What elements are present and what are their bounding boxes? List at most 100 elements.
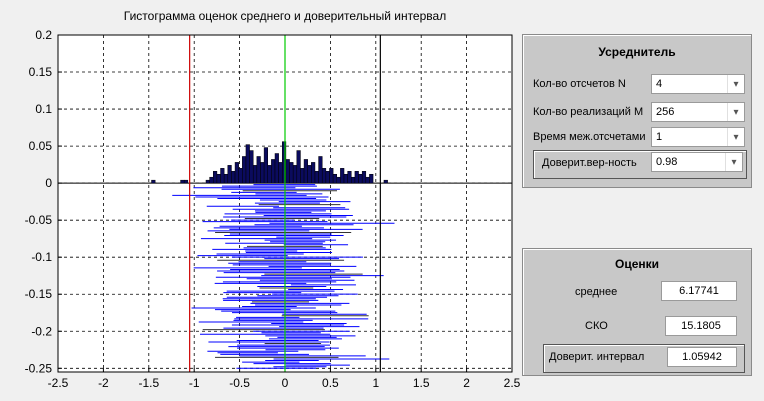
histogram-bar (361, 171, 367, 184)
y-tick-label: -0.1 (31, 250, 52, 264)
histogram-bar (256, 156, 261, 184)
histogram-bar (223, 173, 229, 184)
histogram-bar (183, 179, 189, 184)
chevron-down-icon[interactable]: ▾ (727, 128, 744, 146)
sample-interval-value: 1 (656, 131, 663, 143)
y-tick-label: -0.25 (25, 361, 53, 375)
confidence-value: 0.98 (656, 156, 678, 168)
y-tick-label: 0.05 (29, 139, 53, 153)
samples-count-value: 4 (656, 78, 663, 90)
x-tick-label: -0.5 (229, 376, 250, 390)
x-tick-label: 1.5 (413, 376, 430, 390)
histogram-bar (205, 179, 210, 184)
ci-field[interactable]: 1.05942 (667, 347, 737, 367)
histogram-bar (209, 176, 214, 184)
ci-label: Доверит. интервал (549, 351, 645, 363)
histogram-bar (245, 144, 250, 184)
histogram-bar (267, 165, 272, 184)
histogram-bar (383, 179, 388, 184)
histogram-bar (274, 153, 279, 184)
x-tick-label: -2 (98, 376, 109, 390)
histogram-bar (260, 162, 265, 184)
histogram-bar (252, 165, 258, 184)
chevron-down-icon[interactable]: ▾ (727, 103, 744, 121)
mean-field[interactable]: 6.17741 (661, 281, 737, 301)
y-tick-label: 0.15 (29, 65, 53, 79)
x-tick-label: 0 (282, 376, 289, 390)
histogram-bar (220, 168, 225, 184)
histogram-bar (343, 173, 348, 184)
histogram-bar (285, 159, 290, 184)
x-tick-label: -2.5 (48, 376, 69, 390)
realizations-count-label: Кол-во реализаций M (533, 106, 644, 118)
histogram-bar (180, 179, 185, 184)
chevron-down-icon[interactable]: ▾ (725, 153, 742, 171)
histogram-bar (307, 165, 312, 184)
histogram-bar (216, 173, 221, 184)
histogram-bar (238, 168, 243, 184)
realizations-count-select[interactable]: 256 ▾ (651, 102, 745, 122)
y-tick-label: -0.2 (31, 324, 52, 338)
histogram-bar (365, 176, 370, 184)
histogram-bar (369, 173, 374, 184)
estimates-panel: Оценки среднее 6.17741 СКО 15.1805 Довер… (522, 248, 752, 376)
sko-label: СКО (585, 320, 608, 332)
sample-interval-select[interactable]: 1 ▾ (651, 127, 745, 147)
y-tick-label: 0.2 (35, 28, 52, 42)
histogram-bar (271, 159, 276, 184)
chevron-down-icon[interactable]: ▾ (727, 75, 744, 93)
histogram-bar (314, 171, 319, 184)
x-tick-label: -1.5 (138, 376, 159, 390)
histogram-bar (318, 156, 323, 184)
histogram-bar (351, 176, 356, 184)
histogram-bar (358, 173, 363, 184)
histogram-bar (321, 168, 327, 184)
estimates-title: Оценки (614, 257, 659, 271)
plot-frame (57, 34, 513, 373)
histogram-bar (278, 162, 283, 184)
y-tick-label: 0.1 (35, 102, 52, 116)
sko-field[interactable]: 15.1805 (665, 316, 737, 336)
x-tick-label: 2 (463, 376, 470, 390)
mean-label: среднее (575, 286, 618, 298)
histogram-bar (329, 168, 334, 184)
histogram-bar (231, 171, 236, 184)
histogram-bar (347, 171, 352, 184)
histogram-bar (234, 162, 239, 184)
samples-count-select[interactable]: 4 ▾ (651, 74, 745, 94)
histogram-bar (311, 162, 316, 184)
histogram-chart: -2.5 -2 -1.5 -1 -0.5 0 0.5 1 1.5 2 2.5 0.2 0.15 0.1 0.… (25, 28, 520, 390)
histogram-bar (227, 165, 232, 184)
histogram-bar (300, 168, 305, 184)
histogram-bar (325, 171, 330, 184)
averager-title: Усреднитель (598, 45, 676, 59)
histogram-bar (292, 165, 298, 184)
histogram-bar (340, 168, 345, 184)
confidence-select[interactable]: 0.98 ▾ (651, 152, 743, 172)
x-tick-label: 0.5 (322, 376, 339, 390)
ci-group (543, 344, 745, 373)
plot-title: Гистограмма оценок среднего и доверитель… (123, 9, 447, 23)
realizations-count-value: 256 (656, 106, 675, 118)
y-tick-label: -0.15 (25, 287, 53, 301)
sample-interval-label: Время меж.отсчетами (533, 131, 646, 143)
histogram-bar (213, 171, 218, 184)
averager-panel: Усреднитель Кол-во отсчетов N 4 ▾ Кол-во… (522, 34, 752, 188)
histogram-bar (289, 162, 294, 184)
x-tick-label: -1 (189, 376, 200, 390)
histogram-bar (249, 150, 254, 184)
histogram-bar (296, 150, 301, 184)
histogram-bar (303, 159, 308, 184)
confidence-label: Доверит.вер-ность (542, 157, 637, 169)
y-tick-label: 0 (45, 176, 52, 190)
samples-count-label: Кол-во отсчетов N (533, 78, 626, 90)
histogram-bar (354, 171, 359, 184)
confidence-group (533, 150, 747, 179)
histogram-bar (336, 176, 341, 184)
histogram-bar (263, 147, 268, 184)
histogram-bar (242, 156, 247, 184)
y-tick-label: -0.05 (25, 213, 53, 227)
x-tick-label: 2.5 (504, 376, 520, 390)
histogram-bar (332, 173, 338, 184)
x-tick-label: 1 (372, 376, 379, 390)
